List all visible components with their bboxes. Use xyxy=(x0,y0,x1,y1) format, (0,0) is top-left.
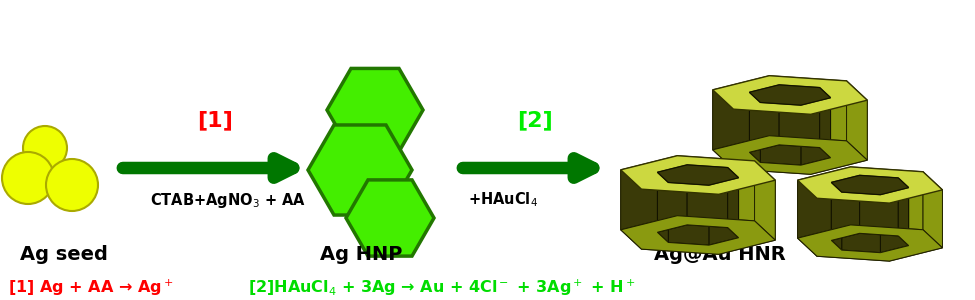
Polygon shape xyxy=(769,76,846,141)
Polygon shape xyxy=(727,168,739,238)
Polygon shape xyxy=(800,98,831,165)
Polygon shape xyxy=(898,178,909,246)
Polygon shape xyxy=(327,68,423,152)
Polygon shape xyxy=(657,165,687,232)
Text: CTAB+AgNO$_3$ + AA: CTAB+AgNO$_3$ + AA xyxy=(150,190,306,209)
Polygon shape xyxy=(810,100,868,174)
Polygon shape xyxy=(621,170,642,249)
Polygon shape xyxy=(713,76,769,150)
Polygon shape xyxy=(817,198,889,261)
Polygon shape xyxy=(657,165,739,185)
Text: [1]: [1] xyxy=(197,110,233,130)
Text: Ag HNP: Ag HNP xyxy=(320,245,403,264)
Text: [1] Ag + AA → Ag$^+$: [1] Ag + AA → Ag$^+$ xyxy=(8,278,174,298)
PathPatch shape xyxy=(713,136,868,174)
Polygon shape xyxy=(687,165,727,228)
Polygon shape xyxy=(832,175,909,195)
PathPatch shape xyxy=(713,76,868,114)
Polygon shape xyxy=(779,85,820,148)
Polygon shape xyxy=(750,85,779,152)
Polygon shape xyxy=(832,182,841,250)
Polygon shape xyxy=(860,175,898,236)
Text: [2]: [2] xyxy=(517,110,553,130)
Text: [2]HAuCl$_4$ + 3Ag → Au + 4Cl$^-$ + 3Ag$^+$ + H$^+$: [2]HAuCl$_4$ + 3Ag → Au + 4Cl$^-$ + 3Ag$… xyxy=(248,278,636,298)
Polygon shape xyxy=(750,85,831,105)
PathPatch shape xyxy=(621,156,775,194)
Ellipse shape xyxy=(23,126,67,170)
Polygon shape xyxy=(719,180,775,254)
Text: Ag seed: Ag seed xyxy=(20,245,108,264)
Polygon shape xyxy=(841,192,880,253)
Polygon shape xyxy=(846,81,868,160)
Polygon shape xyxy=(678,156,755,221)
Polygon shape xyxy=(820,88,831,158)
Polygon shape xyxy=(832,175,860,240)
Polygon shape xyxy=(621,156,678,230)
Text: Ag@Au HNR: Ag@Au HNR xyxy=(654,245,786,264)
Polygon shape xyxy=(668,182,709,245)
Polygon shape xyxy=(798,167,850,238)
Polygon shape xyxy=(308,125,412,215)
PathPatch shape xyxy=(798,167,943,203)
Polygon shape xyxy=(889,190,943,261)
PathPatch shape xyxy=(621,216,775,254)
Polygon shape xyxy=(850,167,923,230)
Polygon shape xyxy=(642,189,719,254)
Polygon shape xyxy=(657,172,668,242)
Polygon shape xyxy=(733,109,810,174)
Polygon shape xyxy=(760,102,800,165)
Polygon shape xyxy=(923,172,943,248)
Polygon shape xyxy=(346,180,434,256)
Polygon shape xyxy=(880,188,909,253)
Text: +HAuCl$_4$: +HAuCl$_4$ xyxy=(468,191,538,209)
Polygon shape xyxy=(798,180,817,256)
Polygon shape xyxy=(755,161,775,240)
Polygon shape xyxy=(713,90,733,169)
Ellipse shape xyxy=(2,152,54,204)
Ellipse shape xyxy=(46,159,98,211)
Polygon shape xyxy=(750,92,760,162)
PathPatch shape xyxy=(798,225,943,261)
Polygon shape xyxy=(709,178,739,245)
